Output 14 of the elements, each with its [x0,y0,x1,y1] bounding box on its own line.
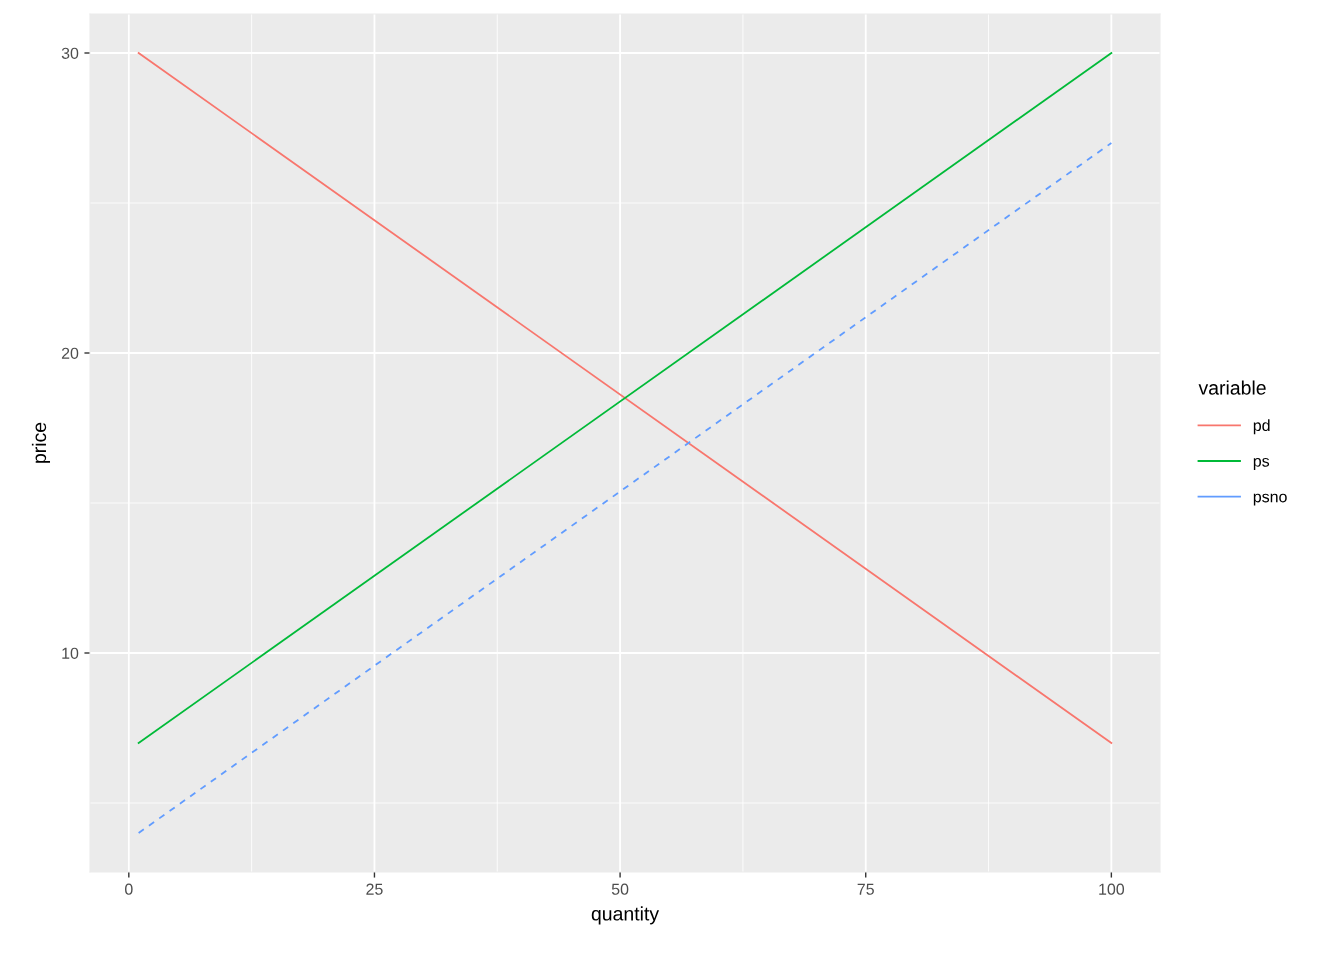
x-tick-label: 25 [366,883,383,895]
legend-label: pd [1253,419,1270,435]
legend-label: psno [1253,493,1287,506]
y-axis-title: price [31,422,51,463]
legend-label: ps [1253,457,1270,470]
x-tick-label: 100 [1099,883,1125,895]
x-tick-label: 75 [857,883,874,895]
x-tick-label: 0 [124,883,133,895]
x-axis-title: quantity [591,906,660,925]
x-tick-label: 50 [611,883,629,895]
y-tick-label: 20 [61,347,79,359]
legend-title: variable [1198,380,1266,395]
y-tick-label: 30 [61,47,79,59]
y-tick-label: 10 [62,647,79,659]
